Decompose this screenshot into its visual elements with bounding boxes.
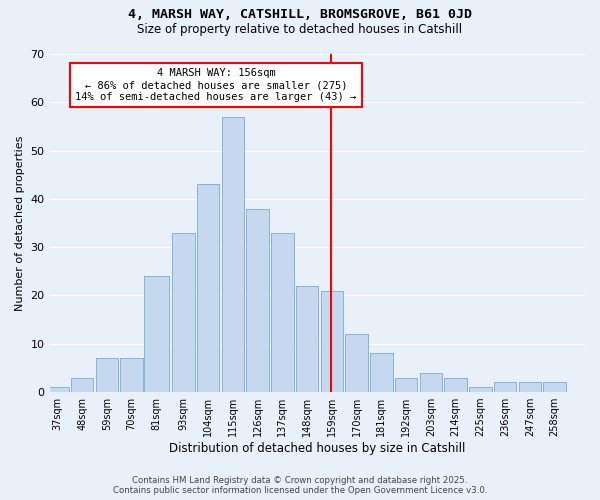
Text: 4, MARSH WAY, CATSHILL, BROMSGROVE, B61 0JD: 4, MARSH WAY, CATSHILL, BROMSGROVE, B61 … (128, 8, 472, 20)
Bar (172, 232, 194, 392)
Bar (121, 358, 143, 392)
Bar (296, 286, 319, 392)
Bar (370, 354, 392, 392)
Bar (494, 382, 517, 392)
Bar (144, 276, 169, 392)
Bar (445, 378, 467, 392)
Bar (346, 334, 368, 392)
Bar (395, 378, 418, 392)
Bar (544, 382, 566, 392)
Text: 4 MARSH WAY: 156sqm
← 86% of detached houses are smaller (275)
14% of semi-detac: 4 MARSH WAY: 156sqm ← 86% of detached ho… (76, 68, 356, 102)
Bar (271, 232, 293, 392)
Bar (197, 184, 220, 392)
Bar (71, 378, 94, 392)
Bar (247, 208, 269, 392)
X-axis label: Distribution of detached houses by size in Catshill: Distribution of detached houses by size … (169, 442, 466, 455)
Text: Size of property relative to detached houses in Catshill: Size of property relative to detached ho… (137, 22, 463, 36)
Bar (469, 388, 491, 392)
Bar (419, 373, 442, 392)
Bar (320, 290, 343, 392)
Bar (518, 382, 541, 392)
Bar (46, 388, 68, 392)
Bar (221, 117, 244, 392)
Y-axis label: Number of detached properties: Number of detached properties (15, 136, 25, 310)
Text: Contains HM Land Registry data © Crown copyright and database right 2025.
Contai: Contains HM Land Registry data © Crown c… (113, 476, 487, 495)
Bar (95, 358, 118, 392)
